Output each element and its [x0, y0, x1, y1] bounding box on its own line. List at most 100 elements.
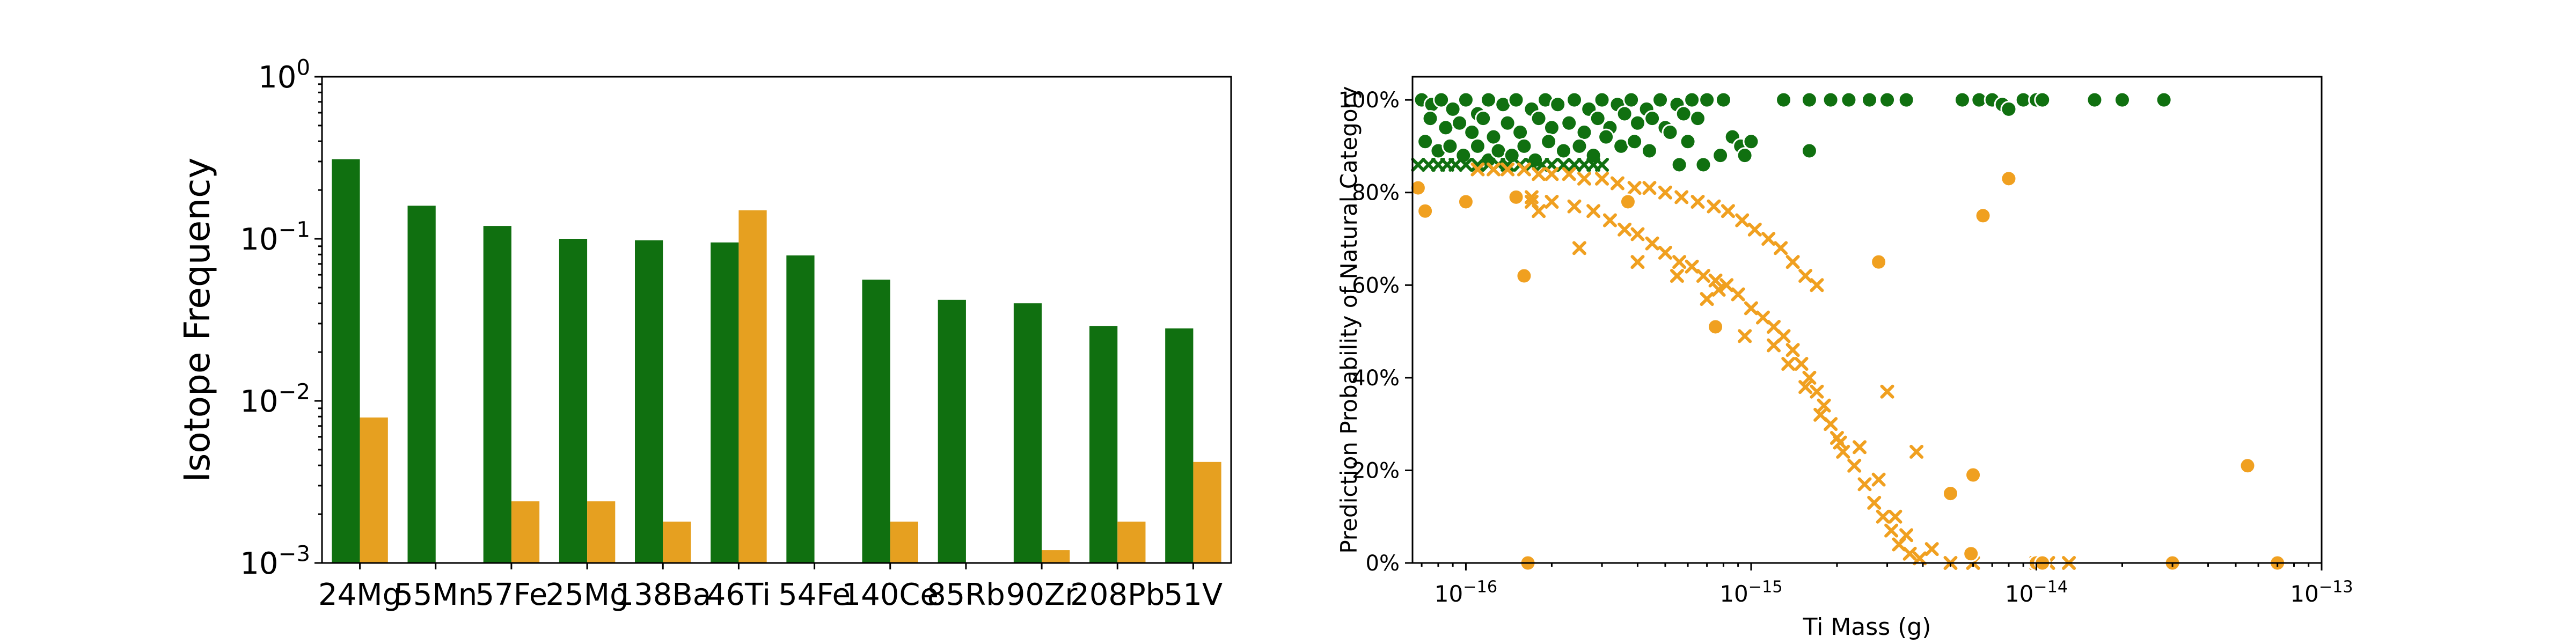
- scatter-point-circle-green: [1775, 91, 1792, 108]
- scatter-point-circle-green: [1417, 133, 1434, 150]
- scatter-point-circle-green: [1712, 147, 1729, 164]
- bar-x-tick-label: 57Fe: [475, 577, 547, 612]
- scatter-point-circle-green: [1652, 91, 1669, 108]
- scatter-y-tick-label: 100%: [1338, 88, 1400, 113]
- bar-51V-series-1: [1165, 328, 1194, 563]
- scatter-point-circle-green: [1644, 110, 1661, 127]
- scatter-point-cross-orange: [1618, 222, 1632, 237]
- bar-55Mn-series-1: [407, 206, 436, 563]
- scatter-y-tick-label: 40%: [1352, 366, 1400, 391]
- isotope-frequency-bar-chart: 100 10−1 10−2 10−3 24Mg55Mn57Fe25Mg138Ba46T…: [177, 55, 1232, 612]
- scatter-point-cross-orange: [1721, 204, 1735, 218]
- scatter-x-tick-label: 10−16: [1435, 577, 1497, 607]
- scatter-point-circle-green: [2034, 91, 2051, 108]
- scatter-point-circle-green: [1451, 114, 1468, 131]
- scatter-point-circle-green: [1457, 91, 1474, 108]
- scatter-point-cross-orange: [1755, 310, 1770, 325]
- scatter-point-cross-orange: [1785, 343, 1800, 357]
- scatter-point-cross-green: [1448, 157, 1463, 172]
- scatter-point-circle-green: [1593, 91, 1611, 108]
- scatter-point-circle-orange: [1409, 179, 1426, 196]
- scatter-chart-frame: [1411, 76, 2323, 564]
- bar-chart-y-ticks: 100 10−1 10−2 10−3: [240, 55, 322, 581]
- scatter-point-cross-orange: [1738, 329, 1752, 343]
- scatter-point-cross-orange: [1517, 162, 1531, 177]
- bar-chart-frame: [321, 76, 1232, 564]
- scatter-point-cross-orange: [1572, 241, 1586, 255]
- bar-y-tick-label: 10−3: [240, 541, 310, 581]
- bar-25Mg-series-2: [587, 501, 616, 563]
- scatter-point-circle-green: [1475, 110, 1492, 127]
- scatter-point-cross-orange: [1645, 236, 1659, 251]
- scatter-point-circle-green: [1822, 91, 1839, 108]
- scatter-point-circle-green: [1485, 128, 1502, 145]
- scatter-point-cross-orange: [1853, 440, 1867, 455]
- scatter-point-cross-orange: [1867, 495, 1882, 510]
- scatter-point-cross-orange: [1785, 255, 1800, 269]
- bar-chart-y-axis-label: Isotope Frequency: [177, 158, 218, 482]
- scatter-point-cross-orange: [1545, 167, 1559, 181]
- scatter-point-circle-green: [1736, 147, 1753, 164]
- scatter-x-tick-label: 10−13: [2290, 577, 2353, 607]
- scatter-point-circle-green: [1684, 91, 1701, 108]
- bar-54Fe-series-1: [786, 255, 815, 563]
- scatter-point-cross-orange: [1781, 356, 1796, 371]
- bar-140Ce-series-1: [862, 280, 890, 563]
- scatter-point-cross-green: [1411, 157, 1425, 172]
- scatter-point-circle-green: [1480, 91, 1497, 108]
- scatter-point-circle-green: [1695, 156, 1712, 173]
- scatter-point-circle-green: [1699, 91, 1716, 108]
- bar-208Pb-series-1: [1089, 326, 1118, 563]
- scatter-point-circle-green: [1512, 124, 1529, 141]
- scatter-point-cross-orange: [1562, 167, 1576, 181]
- scatter-point-cross-orange: [1888, 509, 1902, 524]
- bar-90Zr-series-1: [1013, 303, 1042, 563]
- scatter-point-circle-green: [1679, 133, 1696, 150]
- scatter-point-cross-orange: [1577, 171, 1592, 186]
- scatter-point-circle-green: [1499, 114, 1516, 131]
- scatter-point-cross-orange: [1880, 384, 1894, 399]
- scatter-point-circle-green: [1576, 124, 1593, 141]
- bar-90Zr-series-2: [1042, 550, 1070, 563]
- scatter-point-cross-orange: [1685, 259, 1699, 274]
- bar-x-tick-label: 55Mn: [394, 577, 477, 612]
- scatter-point-circle-orange: [1417, 202, 1434, 219]
- scatter-point-circle-green: [1662, 124, 1679, 141]
- scatter-point-circle-green: [1898, 91, 1915, 108]
- bar-46Ti-series-1: [711, 242, 739, 563]
- bar-x-tick-label: 85Rb: [927, 577, 1005, 612]
- scatter-point-circle-green: [1555, 142, 1572, 159]
- bar-x-tick-label: 24Mg: [318, 577, 401, 612]
- bar-chart-bars: [332, 159, 1221, 563]
- scatter-point-cross-orange: [1470, 162, 1485, 177]
- scatter-point-circle-green: [1433, 91, 1450, 108]
- scatter-point-cross-orange: [1700, 292, 1714, 306]
- scatter-point-cross-orange: [1524, 190, 1539, 204]
- bar-138Ba-series-1: [635, 240, 663, 563]
- scatter-point-circle-orange: [1870, 253, 1887, 270]
- scatter-point-cross-green: [1567, 157, 1582, 172]
- scatter-point-circle-green: [1801, 91, 1818, 108]
- scatter-point-circle-green: [1801, 142, 1818, 159]
- scatter-point-cross-orange: [1902, 546, 1917, 561]
- scatter-y-tick-label: 60%: [1352, 273, 1400, 298]
- scatter-point-circle-orange: [1507, 188, 1525, 206]
- bar-46Ti-series-2: [738, 210, 767, 563]
- scatter-y-tick-label: 80%: [1352, 181, 1400, 206]
- scatter-point-cross-orange: [1909, 444, 1924, 459]
- scatter-point-circle-green: [1549, 96, 1567, 113]
- scatter-point-circle-green: [1616, 105, 1633, 122]
- scatter-point-cross-orange: [1545, 194, 1559, 209]
- scatter-point-cross-orange: [1532, 167, 1546, 181]
- scatter-point-cross-orange: [1567, 199, 1582, 214]
- bar-y-tick-label: 100: [258, 55, 310, 95]
- bar-x-tick-label: 54Fe: [778, 577, 851, 612]
- scatter-point-cross-green: [1470, 157, 1485, 172]
- bar-y-tick-label: 10−2: [240, 379, 310, 419]
- scatter-point-circle-green: [1598, 128, 1615, 145]
- bar-x-tick-label: 90Zr: [1006, 577, 1078, 612]
- scatter-point-cross-green: [1459, 157, 1473, 172]
- scatter-point-circle-orange: [1516, 267, 1533, 284]
- scatter-point-cross-orange: [1884, 523, 1899, 538]
